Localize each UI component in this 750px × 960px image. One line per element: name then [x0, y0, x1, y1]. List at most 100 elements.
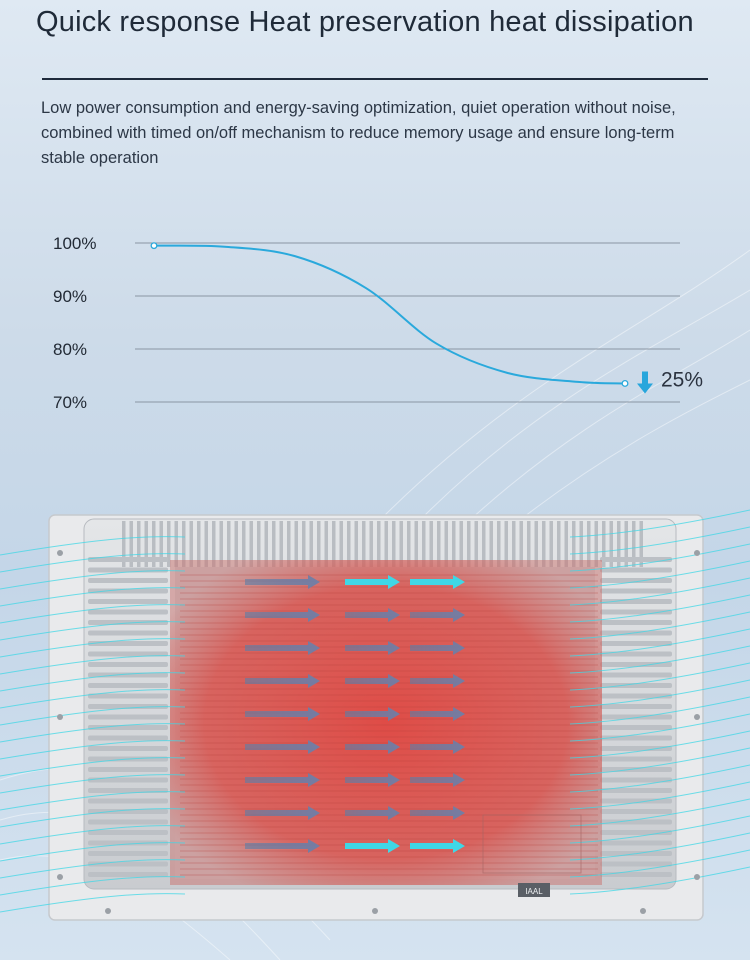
- fin: [482, 521, 486, 567]
- airflow-arrow: [345, 707, 400, 721]
- airflow-arrow: [345, 641, 400, 655]
- page-title: Quick response Heat preservation heat di…: [36, 6, 694, 38]
- airflow-arrow: [345, 773, 400, 787]
- fin: [600, 672, 672, 678]
- heat-zone: [170, 560, 602, 885]
- fin: [152, 521, 156, 567]
- fin: [197, 521, 201, 567]
- fin: [399, 521, 403, 567]
- airflow-arrow: [345, 674, 400, 688]
- fin: [549, 521, 553, 567]
- fin: [88, 788, 168, 793]
- airflow-line: [0, 553, 186, 573]
- fin: [467, 521, 471, 567]
- fin: [174, 521, 178, 567]
- airflow-line: [569, 594, 750, 623]
- fin: [600, 567, 672, 573]
- airflow-line: [0, 740, 186, 760]
- heatsink-fins-left: [88, 557, 168, 877]
- fin: [600, 557, 672, 562]
- title-divider: [42, 78, 708, 80]
- airflow-arrow: [245, 806, 320, 820]
- feature-description: Low power consumption and energy-saving …: [41, 99, 676, 167]
- airflow-arrow: [410, 575, 465, 589]
- fin: [392, 521, 396, 567]
- fin: [429, 521, 433, 567]
- badge: [518, 883, 550, 897]
- airflow-line: [0, 723, 186, 743]
- fin: [347, 521, 351, 567]
- fin: [600, 777, 672, 783]
- fin: [257, 521, 261, 567]
- fin: [557, 521, 561, 567]
- airflow-line: [569, 798, 750, 827]
- fin: [600, 620, 672, 625]
- airflow-arrow: [245, 773, 320, 787]
- fin: [88, 809, 168, 814]
- airflow-arrow: [410, 674, 465, 688]
- fin: [129, 521, 133, 567]
- y-axis-labels: 100% 90% 80% 70%: [53, 234, 96, 412]
- fin: [88, 683, 168, 688]
- fin: [474, 521, 478, 567]
- airflow-line: [569, 832, 750, 861]
- fin: [354, 521, 358, 567]
- airflow-line: [0, 859, 186, 879]
- fin: [600, 861, 672, 867]
- fin: [437, 521, 441, 567]
- heatsink-fins-right: [600, 557, 672, 877]
- fin: [309, 521, 313, 567]
- airflow-arrow: [245, 740, 320, 754]
- airflow-arrow: [410, 641, 465, 655]
- airflow-arrow: [410, 773, 465, 787]
- fin: [600, 840, 672, 846]
- airflow-line: [0, 876, 186, 896]
- airflow-arrow: [410, 806, 465, 820]
- airflow-arrow: [410, 707, 465, 721]
- fin: [227, 521, 231, 567]
- airflow-line: [569, 577, 750, 606]
- fin: [88, 725, 168, 730]
- fin: [459, 521, 463, 567]
- fin: [88, 872, 168, 877]
- fin: [279, 521, 283, 567]
- airflow-lines: [0, 509, 750, 913]
- airflow-line: [569, 747, 750, 776]
- fin: [88, 851, 168, 856]
- start-point: [150, 242, 158, 250]
- fin: [600, 746, 672, 751]
- fin: [542, 521, 546, 567]
- series-line: [153, 244, 626, 385]
- fin: [88, 630, 168, 636]
- fin: [414, 521, 418, 567]
- fin: [88, 693, 168, 699]
- fin: [88, 735, 168, 741]
- fin: [600, 714, 672, 720]
- fin: [362, 521, 366, 567]
- fin: [249, 521, 253, 567]
- airflow-line: [569, 781, 750, 810]
- airflow-line: [0, 672, 186, 692]
- airflow-line: [569, 696, 750, 725]
- chart-grid: [135, 242, 680, 403]
- airflow-line: [0, 689, 186, 709]
- airflow-arrow: [245, 575, 320, 589]
- fin: [600, 578, 672, 583]
- airflow-line: [0, 791, 186, 811]
- airflow-arrow: [245, 641, 320, 655]
- airflow-arrow: [345, 839, 400, 853]
- fin: [88, 714, 168, 720]
- airflow-arrow: [245, 707, 320, 721]
- heatsink-fins-top: [122, 521, 643, 567]
- fin: [332, 521, 336, 567]
- airflow-line: [569, 645, 750, 674]
- fin: [527, 521, 531, 567]
- airflow-line: [569, 611, 750, 640]
- fin: [407, 521, 411, 567]
- fin: [219, 521, 223, 567]
- fin: [144, 521, 148, 567]
- airflow-line: [569, 713, 750, 742]
- airflow-line: [569, 815, 750, 844]
- fin: [600, 725, 672, 730]
- airflow-line: [0, 638, 186, 658]
